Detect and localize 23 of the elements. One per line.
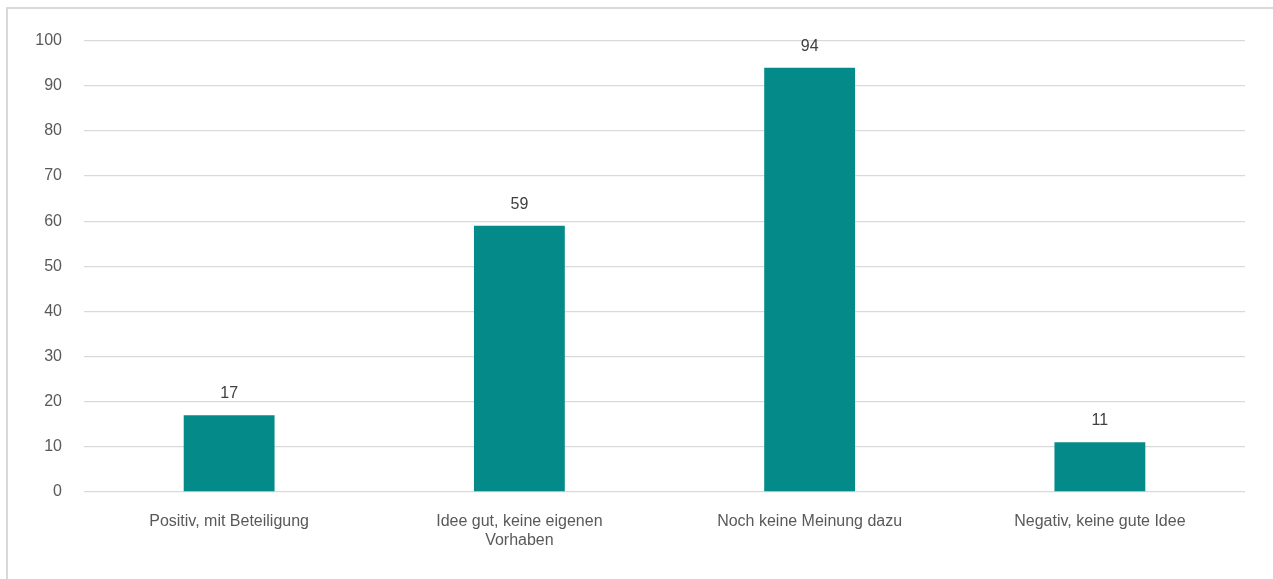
y-tick-label: 40	[44, 301, 63, 319]
data-label: 17	[220, 384, 239, 402]
data-label: 59	[510, 194, 529, 212]
data-label: 94	[800, 36, 819, 54]
x-tick-label: Negativ, keine gute Idee	[1014, 512, 1186, 530]
bar	[1054, 442, 1146, 492]
y-tick-label: 10	[44, 437, 63, 455]
y-tick-label: 0	[53, 482, 63, 500]
y-tick-label: 80	[44, 121, 63, 139]
y-tick-label: 30	[44, 346, 63, 364]
x-tick-label: Idee gut, keine eigenen Vorhaben	[436, 512, 603, 549]
bar	[764, 67, 856, 492]
bar	[183, 415, 275, 492]
y-tick-label: 90	[44, 76, 63, 94]
y-tick-label: 60	[44, 211, 63, 229]
y-tick-label: 70	[44, 166, 63, 184]
y-tick-label: 50	[44, 256, 63, 274]
bar	[473, 225, 565, 492]
data-label: 11	[1091, 411, 1109, 429]
y-tick-label: 100	[35, 31, 63, 49]
y-tick-label: 20	[44, 392, 63, 410]
x-tick-label: Noch keine Meinung dazu	[717, 512, 903, 530]
x-tick-label: Positiv, mit Beteiligung	[149, 512, 310, 530]
